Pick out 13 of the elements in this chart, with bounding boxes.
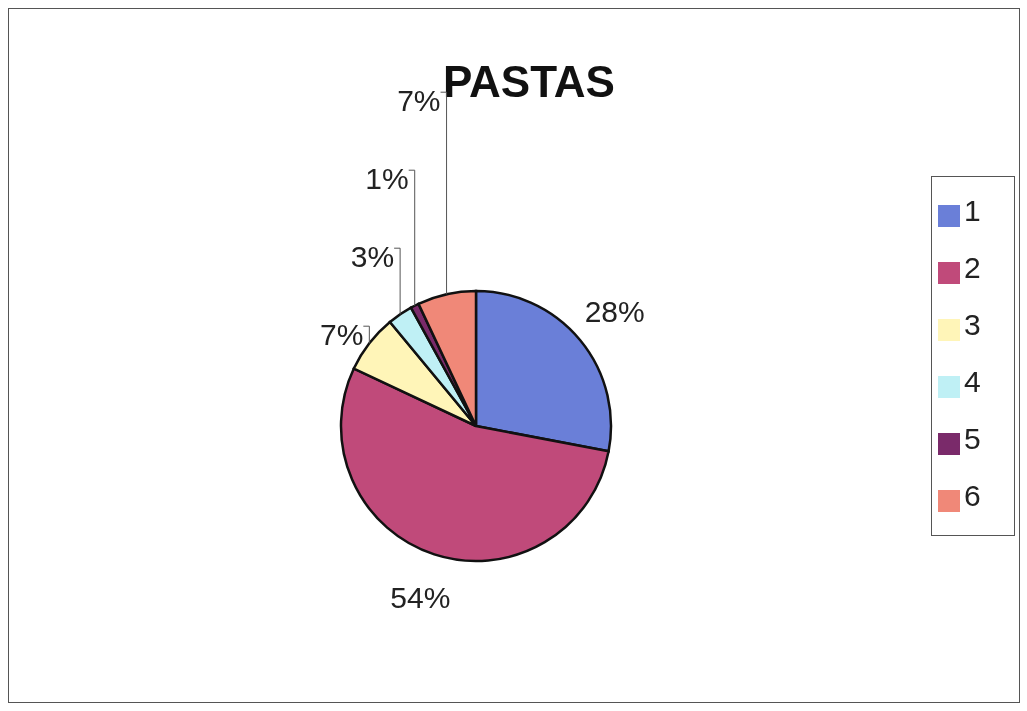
legend-label: 1 bbox=[964, 193, 981, 227]
legend-label: 2 bbox=[964, 250, 981, 284]
legend-label: 3 bbox=[964, 307, 981, 341]
data-label: 7% bbox=[397, 83, 441, 117]
data-label: 1% bbox=[365, 161, 409, 195]
data-label: 7% bbox=[319, 317, 364, 351]
data-label: 3% bbox=[350, 239, 395, 273]
chart-title: PASTAS bbox=[443, 56, 615, 106]
legend-label: 4 bbox=[964, 364, 981, 398]
data-label: 54% bbox=[390, 580, 451, 614]
data-label: 28% bbox=[584, 294, 645, 328]
legend-label: 5 bbox=[964, 421, 981, 455]
legend-label: 6 bbox=[964, 478, 981, 512]
